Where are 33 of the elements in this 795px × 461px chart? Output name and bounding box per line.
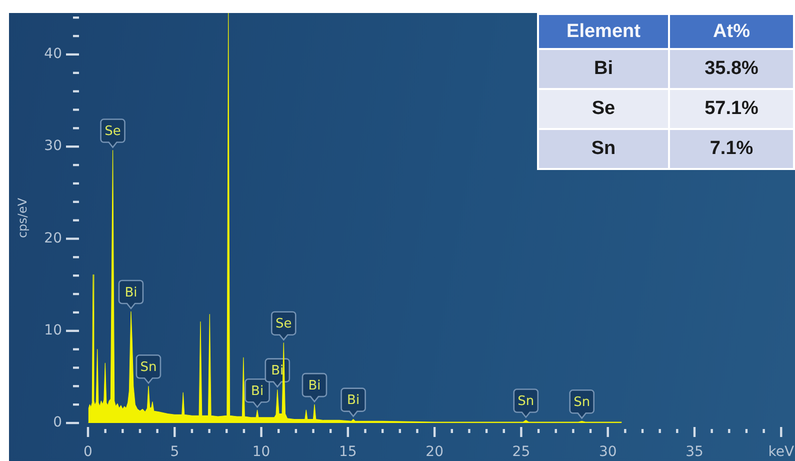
annotation: Sn (574, 395, 590, 410)
annotation: Bi (347, 393, 360, 408)
x-tick-label: 25 (512, 444, 530, 460)
y-tick-label: 10 (44, 322, 62, 339)
annotation: Bi (308, 378, 321, 394)
y-axis-title: cps/eV (15, 197, 30, 238)
annotation: Sn (140, 360, 157, 376)
y-tick-label: 40 (44, 46, 62, 62)
annotation: Sn (518, 394, 534, 410)
annotation: Se (276, 316, 292, 332)
x-tick-label: 0 (84, 444, 92, 460)
annotation: 7.1% (669, 129, 794, 169)
annotation: 35.8% (669, 49, 794, 89)
x-tick-label: 20 (426, 444, 444, 460)
annotation: 57.1% (669, 89, 794, 129)
x-tick-label: 15 (339, 444, 357, 460)
x-tick-label: 35 (686, 444, 704, 460)
annotation: Bi (271, 364, 284, 379)
annotation: Element (538, 14, 669, 49)
annotation: At% (669, 14, 794, 49)
y-tick-label: 20 (44, 230, 62, 246)
x-tick-label: 5 (170, 444, 180, 460)
x-tick-label: 10 (252, 444, 270, 460)
annotation: Bi (124, 285, 138, 300)
annotation: Se (538, 89, 669, 129)
annotation: Bi (538, 49, 669, 89)
y-tick-label: 0 (53, 414, 62, 431)
y-tick-label: 30 (44, 138, 62, 154)
annotation: Sn (538, 129, 669, 169)
x-tick-label: keV (768, 444, 794, 460)
annotation: Se (104, 124, 121, 140)
annotation: Bi (251, 384, 264, 399)
x-tick-label: 30 (598, 444, 617, 460)
